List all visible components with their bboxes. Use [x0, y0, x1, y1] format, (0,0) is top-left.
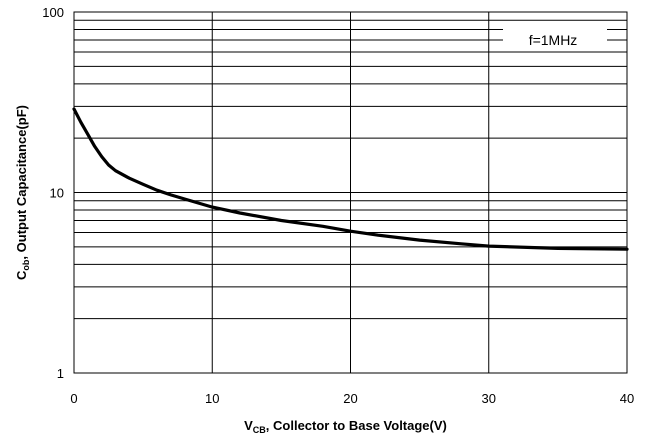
x-axis-title-main: V — [244, 418, 253, 433]
x-tick-label: 20 — [343, 391, 357, 406]
y-axis-title-main: C — [14, 270, 29, 280]
y-axis-title-sub: ob — [21, 259, 31, 270]
frequency-note: f=1MHz — [529, 32, 578, 48]
x-tick-label: 30 — [482, 391, 496, 406]
plot-frame — [73, 11, 628, 374]
annotation-background — [503, 29, 607, 50]
grid — [73, 11, 628, 374]
y-tick-labels: 1 10 100 — [42, 5, 64, 381]
x-tick-label: 0 — [70, 391, 77, 406]
x-axis-title: VCB, Collector to Base Voltage(V) — [244, 418, 447, 435]
x-axis-title-rest: , Collector to Base Voltage(V) — [266, 418, 447, 433]
x-tick-label: 40 — [620, 391, 634, 406]
capacitance-curve — [72, 107, 629, 251]
x-tick-labels: 0 10 20 30 40 — [70, 391, 634, 406]
y-axis-title: Cob, Output Capacitance(pF) — [14, 105, 31, 280]
y-axis-title-rest: , Output Capacitance(pF) — [14, 105, 29, 260]
y-tick-label: 1 — [57, 366, 64, 381]
x-axis-title-sub: CB — [253, 425, 266, 435]
y-tick-label: 100 — [42, 5, 64, 20]
annotation: f=1MHz — [503, 29, 607, 50]
y-tick-label: 10 — [50, 186, 64, 201]
x-tick-label: 10 — [205, 391, 219, 406]
